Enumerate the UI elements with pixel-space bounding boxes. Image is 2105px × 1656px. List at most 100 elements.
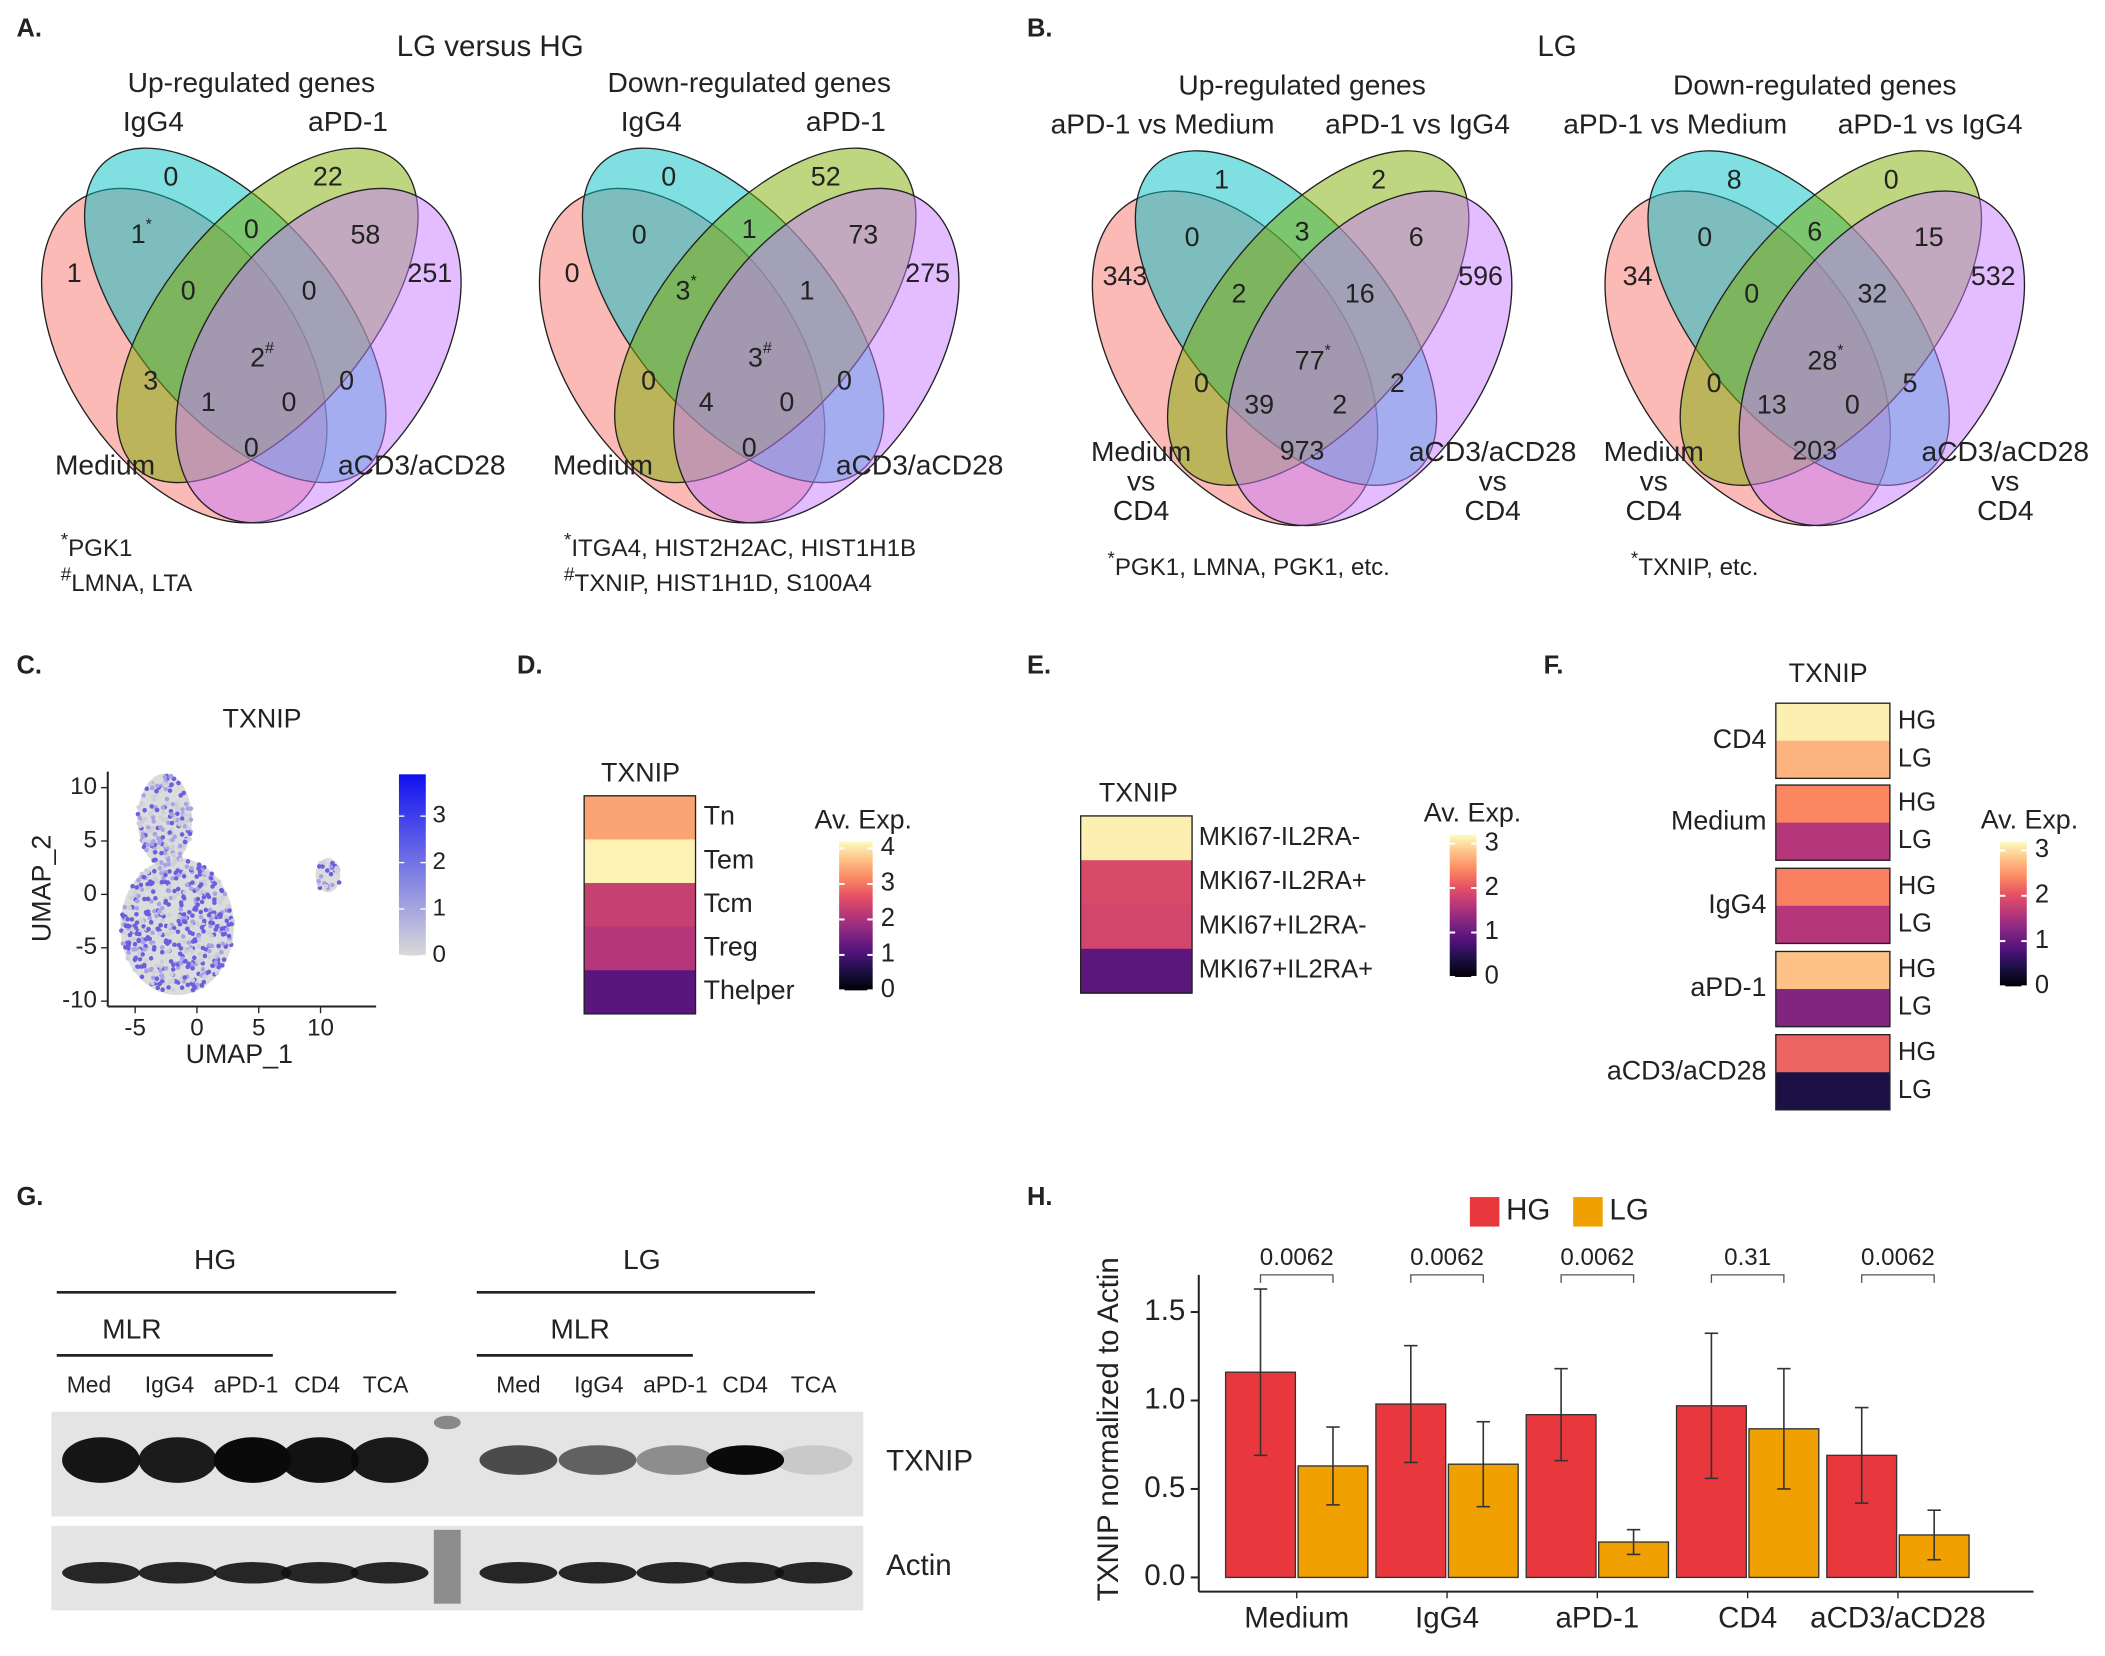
heatmap-border (1775, 950, 1891, 1028)
region-count-value: 3 (676, 276, 691, 306)
set-label: aCD3/aCD28 (1409, 435, 1577, 467)
cell-dot (172, 834, 177, 840)
region-count: 0 (302, 276, 317, 306)
cell-dot (195, 902, 200, 908)
actin-band (62, 1562, 140, 1584)
cell-dot (183, 801, 189, 807)
colorbar-label: 0 (2035, 971, 2049, 999)
lane-label: aPD-1 (643, 1371, 708, 1397)
row-label: MKI67-IL2RA- (1199, 823, 1360, 851)
cell-dot (178, 793, 184, 798)
region-count: 251 (407, 258, 452, 288)
region-count: 1* (131, 216, 153, 250)
cell-dot (182, 975, 188, 980)
cell-dot (135, 811, 141, 817)
cell-dot (183, 919, 188, 925)
cell-dot (175, 868, 180, 873)
cell-dot (216, 943, 221, 949)
region-count: 1 (742, 214, 757, 244)
cell-dot (206, 912, 212, 918)
cell-dot (209, 933, 214, 939)
colorbar-label: 1 (881, 940, 895, 968)
row-label: Thelper (704, 975, 795, 1005)
cell-dot (150, 930, 155, 935)
cell-dot (143, 816, 149, 822)
cell-dot (167, 830, 173, 835)
cell-dot (178, 900, 184, 905)
heatmap-title: TXNIP (601, 757, 680, 787)
colorbar-label: 1 (2035, 926, 2049, 954)
ladder (433, 1529, 461, 1604)
cell-dot (195, 896, 201, 902)
x-tick-label: IgG4 (1415, 1602, 1479, 1635)
cell-dot (207, 948, 212, 954)
panel-title: LG versus HG (397, 30, 584, 63)
cell-dot (164, 931, 169, 937)
colorbar (839, 841, 873, 991)
cell-dot (159, 949, 165, 955)
significance-bracket (1710, 1274, 1785, 1283)
txnip-band (213, 1437, 292, 1483)
y-axis-label: TXNIP normalized to Actin (1092, 1257, 1125, 1601)
cell-dot (217, 899, 223, 905)
region-count: 0 (244, 433, 259, 463)
cell-dot (323, 883, 329, 889)
cell-dot (161, 781, 167, 786)
panel-label: C. (16, 652, 42, 680)
set-label: vs (1127, 465, 1155, 497)
x-tick-label: 10 (307, 1015, 334, 1042)
region-count: 1 (201, 387, 216, 417)
panel-label: D. (517, 652, 543, 680)
cell-dot (163, 862, 168, 868)
cell-dot (150, 975, 156, 981)
cell-dot (121, 914, 126, 919)
cell-dot (149, 785, 155, 791)
panel-label: G. (16, 1183, 43, 1211)
row-label: HG (1898, 789, 1936, 817)
cell-dot (166, 862, 172, 867)
group-label: CD4 (1713, 724, 1767, 754)
region-count: 22 (313, 162, 343, 192)
cell-dot (202, 974, 208, 979)
region-count: 73 (848, 219, 878, 249)
region-count: 0 (1185, 222, 1200, 252)
cell-dot (199, 982, 205, 988)
cell-dot (134, 898, 140, 904)
lane-label: CD4 (722, 1371, 768, 1397)
heatmap-cell (1080, 860, 1193, 906)
cell-dot (172, 858, 178, 863)
footnote-mark: # (61, 564, 72, 585)
heatmap-cell (1080, 815, 1193, 861)
cell-dot (134, 912, 139, 917)
cell-dot (330, 860, 335, 866)
colorbar-title: Av. Exp. (1981, 804, 2078, 834)
heatmap-border (1775, 867, 1891, 945)
region-count: 0 (1884, 164, 1899, 194)
significance-bracket (1560, 1274, 1635, 1283)
cell-dot (198, 909, 204, 915)
cell-dot (140, 834, 146, 839)
cell-dot (197, 937, 202, 942)
region-count: 6 (1409, 222, 1424, 252)
lane-label: IgG4 (145, 1371, 195, 1397)
venn-title: Down-regulated genes (607, 66, 890, 98)
cell-dot (151, 819, 157, 824)
cell-dot (219, 888, 225, 894)
cell-dot (181, 870, 187, 876)
y-tick-label: 1.0 (1144, 1382, 1185, 1415)
region-mark: * (1837, 342, 1844, 360)
heatmap-cell (1080, 948, 1193, 994)
txnip-band (558, 1445, 637, 1475)
colorbar (398, 774, 426, 956)
footnote: #LMNA, LTA (61, 564, 194, 598)
cell-dot (150, 826, 156, 831)
region-count: 0 (565, 258, 580, 288)
region-count: 0 (742, 433, 757, 463)
txnip-band (774, 1445, 853, 1475)
cell-dot (216, 964, 222, 970)
panel-label: F. (1544, 652, 1564, 680)
set-label: Medium (553, 448, 653, 480)
cell-dot (126, 946, 131, 951)
group-label: aPD-1 (1690, 972, 1766, 1002)
footnote: *TXNIP, etc. (1631, 548, 1759, 582)
